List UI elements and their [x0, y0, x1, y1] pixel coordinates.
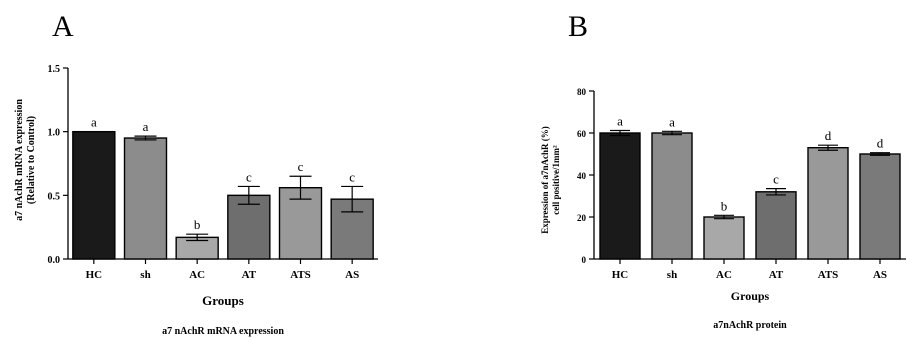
- panel-b-title: a7nAchR protein: [713, 320, 787, 331]
- panel-b-ylabel-line1: Expression of a7nAchR (%): [540, 126, 550, 234]
- panel-a-x-tick-label: sh: [140, 269, 150, 281]
- panel-b-x-tick-label: AT: [769, 269, 784, 281]
- panel-a-y-tick-label: 1.5: [48, 64, 61, 75]
- panel-b-significance-label: b: [721, 198, 728, 213]
- panel-a-significance-label: a: [91, 115, 97, 130]
- panel-a-significance-label: c: [298, 159, 304, 174]
- panel-b-bar: [703, 216, 745, 260]
- panel-b-significance-label: d: [877, 136, 884, 151]
- panel-a-x-tick-label: AT: [242, 269, 257, 281]
- panel-b: B Expression of a7nAchR (%) cell positiv…: [540, 10, 906, 331]
- panel-a-significance-label: c: [349, 169, 355, 184]
- panel-b-bar: [651, 132, 693, 260]
- panel-b-y-tick-label: 20: [577, 213, 587, 223]
- panel-b-x-tick-label: AC: [716, 269, 732, 281]
- panel-a-significance-label: b: [194, 217, 201, 232]
- panel-a-y-tick-label: 0.5: [48, 191, 61, 202]
- panel-b-significance-label: a: [669, 114, 675, 129]
- panel-a-significance-label: c: [246, 169, 252, 184]
- panel-b-y-tick-label: 40: [577, 171, 587, 181]
- panel-b-bar: [807, 146, 849, 260]
- panel-b-y-tick-label: 60: [577, 129, 587, 139]
- panel-a-x-tick-label: AS: [345, 269, 359, 281]
- panel-b-plot: 0 20 40 60 80 HC a sh a AC b AT c ATS d AS d: [577, 87, 906, 281]
- panel-a-ylabel-line2: (Relative to Control): [26, 116, 37, 204]
- panel-a-x-tick-label: AC: [189, 269, 205, 281]
- panel-a-y-tick-label: 0.0: [48, 255, 61, 266]
- panel-b-significance-label: c: [773, 172, 779, 187]
- panel-b-y-tick-label: 0: [582, 255, 587, 265]
- panel-a-ylabel-line1: a7 nAchR mRNA expression: [14, 99, 25, 221]
- panel-b-bar: [755, 191, 797, 260]
- panel-b-significance-label: d: [825, 128, 832, 143]
- panel-a-x-tick-label: HC: [86, 269, 103, 281]
- panel-a-xlabel: Groups: [202, 293, 244, 308]
- panel-b-y-tick-label: 80: [577, 87, 587, 97]
- panel-a: A a7 nAchR mRNA expression (Relative to …: [14, 10, 378, 337]
- panel-a-bar: [227, 194, 271, 260]
- panel-a-significance-label: a: [143, 119, 149, 134]
- panel-b-x-tick-label: HC: [612, 269, 629, 281]
- panel-b-label: B: [568, 10, 588, 43]
- panel-a-bar: [72, 130, 116, 260]
- panel-a-bar: [123, 137, 168, 260]
- panel-a-y-tick-label: 1.0: [48, 128, 61, 139]
- panel-a-title: a7 nAchR mRNA expression: [162, 326, 284, 337]
- panel-b-x-tick-label: AS: [873, 269, 887, 281]
- panel-b-significance-label: a: [617, 113, 623, 128]
- panel-a-plot: 0.0 0.5 1.0 1.5 HC a sh a AC b AT c ATS c AS c: [48, 64, 378, 281]
- panel-b-x-tick-label: ATS: [818, 269, 839, 281]
- panel-b-ylabel-line2: cell positive/1mm²: [551, 145, 561, 215]
- panel-b-bar: [599, 132, 641, 260]
- panel-b-bar: [859, 153, 901, 260]
- panel-a-label: A: [52, 10, 74, 43]
- panel-a-x-tick-label: ATS: [290, 269, 311, 281]
- panel-b-x-tick-label: sh: [667, 269, 677, 281]
- panel-b-xlabel: Groups: [731, 289, 770, 303]
